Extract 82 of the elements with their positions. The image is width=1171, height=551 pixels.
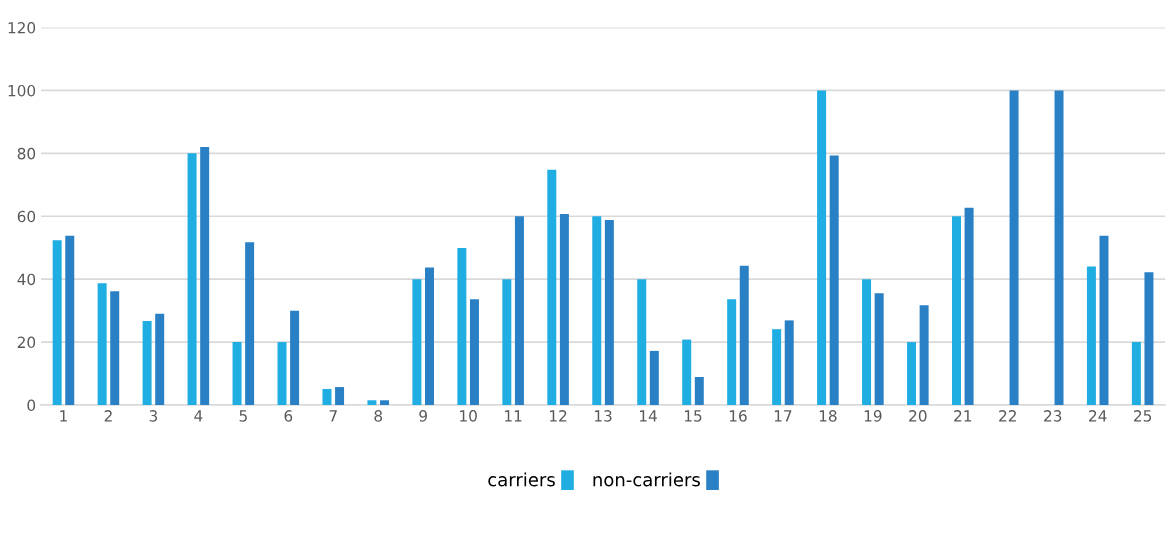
bar (547, 169, 557, 405)
bar (110, 291, 120, 405)
bar (367, 400, 377, 405)
x-tick-label: 18 (819, 410, 837, 422)
x-tick-label: 19 (864, 410, 882, 422)
bar (322, 388, 332, 405)
bar (604, 220, 614, 405)
bar (919, 305, 929, 405)
bar (277, 342, 287, 405)
x-tick-label: 21 (954, 410, 972, 422)
x-tick-label: 17 (774, 410, 792, 422)
y-tick-label: 40 (17, 273, 36, 286)
bar (739, 265, 749, 405)
y-tick-label: 80 (17, 147, 36, 160)
bar (187, 153, 197, 405)
x-tick-label: 13 (595, 410, 612, 422)
bar (142, 321, 152, 405)
y-tick-label: 60 (17, 210, 36, 223)
bar (727, 299, 737, 405)
bar (592, 216, 602, 405)
bar (772, 329, 782, 405)
bar (155, 313, 165, 405)
bar (817, 90, 827, 405)
x-tick-label: 25 (1134, 410, 1152, 422)
bar (502, 279, 512, 405)
bar (52, 240, 62, 405)
y-tick-label: 0 (27, 399, 36, 412)
x-tick-label: 22 (999, 410, 1016, 422)
x-tick-label: 16 (729, 410, 747, 422)
bar (649, 350, 659, 405)
x-tick-label: 23 (1044, 410, 1062, 422)
y-tick-label: 100 (8, 84, 36, 97)
bar (457, 248, 467, 405)
x-tick-label: 14 (639, 410, 657, 422)
x-tick-label: 5 (239, 410, 247, 422)
y-tick-label: 20 (17, 336, 36, 349)
bar (290, 310, 300, 405)
bar (425, 267, 434, 405)
legend-label: carriers (488, 472, 555, 487)
bar (1099, 235, 1109, 405)
bar (97, 283, 107, 405)
bar (829, 155, 839, 405)
legend-label: non-carriers (593, 472, 700, 487)
bar (964, 207, 974, 405)
x-tick-label: 4 (194, 410, 203, 422)
bar (874, 293, 884, 405)
bar (245, 242, 255, 405)
bar (412, 279, 422, 405)
bar (907, 342, 917, 405)
bar (862, 279, 872, 405)
x-tick-label: 1 (60, 410, 67, 422)
x-tick-label: 24 (1089, 410, 1107, 422)
bar (559, 214, 569, 405)
bar (65, 235, 75, 405)
x-tick-label: 8 (374, 410, 383, 422)
x-tick-label: 10 (460, 410, 477, 422)
bar (380, 400, 390, 405)
x-tick-label: 7 (329, 410, 337, 422)
x-tick-label: 11 (505, 410, 522, 422)
bar (952, 216, 961, 405)
bar (469, 299, 479, 405)
x-tick-label: 12 (550, 410, 567, 422)
bar (1144, 272, 1154, 405)
bar (1131, 342, 1141, 405)
bar (784, 320, 794, 405)
bar (200, 147, 210, 405)
bar (514, 216, 524, 405)
x-tick-label: 9 (419, 410, 427, 422)
bar (232, 342, 242, 405)
x-tick-label: 3 (149, 410, 158, 422)
x-tick-label: 15 (684, 410, 702, 422)
y-tick-label: 120 (8, 22, 36, 34)
x-tick-label: 2 (104, 410, 112, 422)
x-tick-label: 6 (284, 410, 293, 422)
x-tick-label: 20 (909, 410, 927, 422)
bar (335, 387, 345, 405)
bar (1009, 90, 1019, 405)
bar (1086, 266, 1096, 405)
bar (682, 339, 692, 405)
bar (637, 279, 647, 405)
bar (1054, 90, 1064, 405)
bar (694, 376, 704, 405)
